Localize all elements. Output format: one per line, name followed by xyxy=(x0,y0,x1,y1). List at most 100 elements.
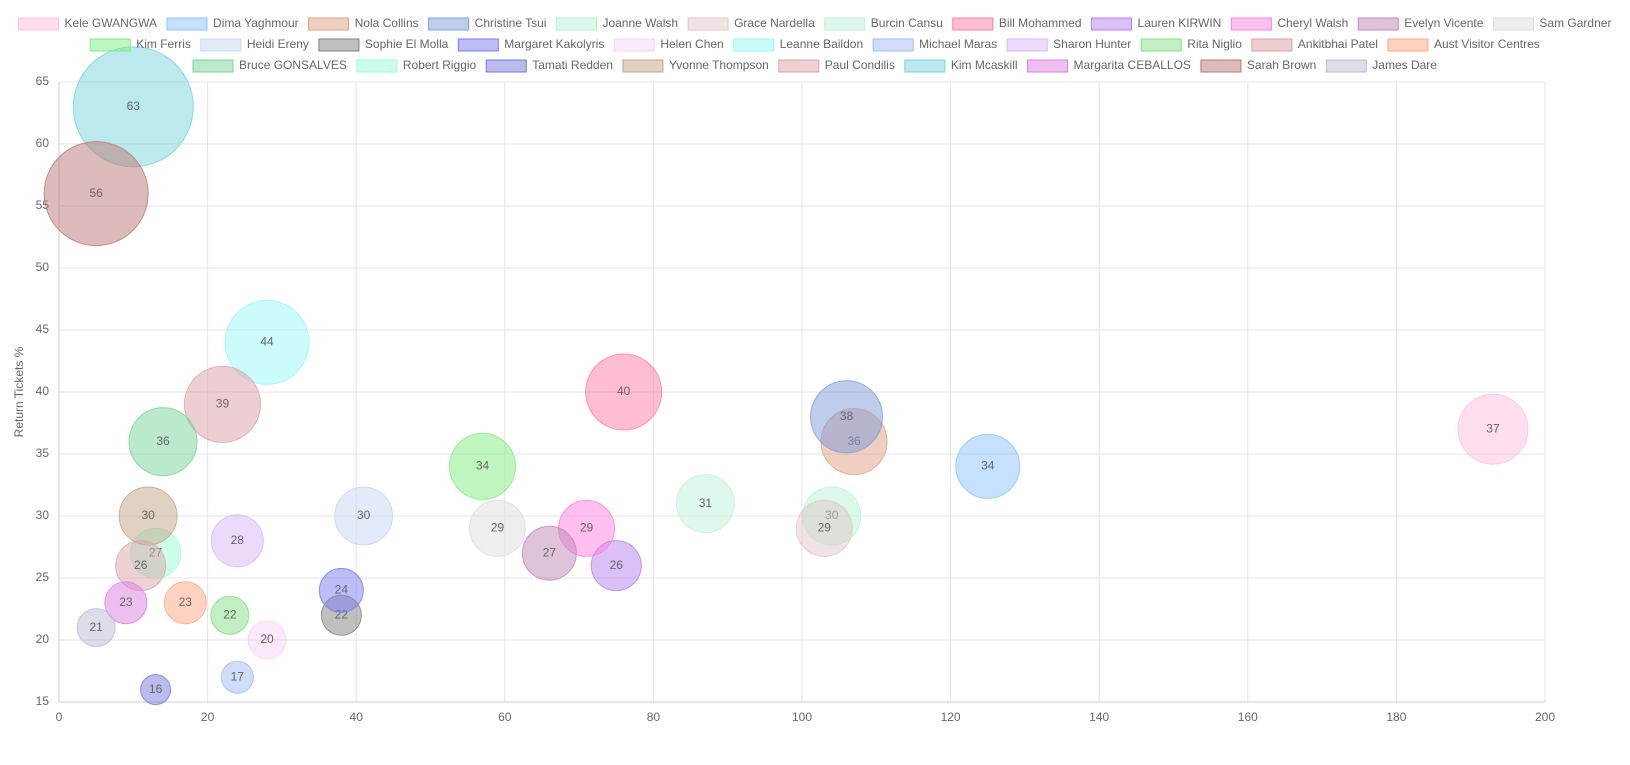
legend-swatch xyxy=(1251,38,1293,52)
legend-item: Aust Visitor Centres xyxy=(1387,37,1540,52)
bubble xyxy=(76,608,116,648)
data-label: 29 xyxy=(818,521,832,535)
legend-item: Ankitbhai Patel xyxy=(1251,37,1378,52)
legend-label: Kim Mcaskill xyxy=(951,58,1018,72)
bubble xyxy=(521,525,577,581)
legend-swatch xyxy=(778,59,820,73)
legend-item: Paul Condilis xyxy=(778,58,895,73)
legend-swatch xyxy=(200,38,242,52)
legend-swatch xyxy=(1357,17,1399,31)
legend-item: Sophie El Molla xyxy=(318,37,449,52)
data-label: 38 xyxy=(840,409,854,423)
legend-item: Kim Ferris xyxy=(89,37,191,52)
data-label: 27 xyxy=(543,545,557,559)
legend-swatch xyxy=(89,38,131,52)
x-tick-label: 80 xyxy=(647,710,661,724)
legend-label: Cheryl Walsh xyxy=(1277,16,1348,30)
x-tick-label: 120 xyxy=(941,710,961,724)
legend-item: Cheryl Walsh xyxy=(1230,16,1348,31)
legend-item: Sarah Brown xyxy=(1200,58,1316,73)
data-label: 29 xyxy=(491,521,505,535)
bubble xyxy=(334,486,394,546)
legend-label: Yvonne Thompson xyxy=(669,58,769,72)
legend-label: Margaret Kakolyris xyxy=(504,37,604,51)
legend-item: Sam Gardner xyxy=(1492,16,1611,31)
data-label: 34 xyxy=(476,459,490,473)
legend-label: Sarah Brown xyxy=(1247,58,1316,72)
legend-label: Sophie El Molla xyxy=(365,37,449,51)
legend-label: Evelyn Vicente xyxy=(1404,16,1483,30)
legend-item: Nola Collins xyxy=(308,16,419,31)
bubble xyxy=(224,299,310,385)
legend-item: Michael Maras xyxy=(872,37,997,52)
data-label: 24 xyxy=(335,583,349,597)
legend-label: Lauren KIRWIN xyxy=(1138,16,1222,30)
bubble xyxy=(140,674,172,706)
legend-swatch xyxy=(1492,17,1534,31)
y-tick-label: 35 xyxy=(36,446,50,460)
bubble xyxy=(590,540,642,592)
x-tick-label: 60 xyxy=(498,710,512,724)
legend-item: Tamati Redden xyxy=(485,58,613,73)
legend-swatch xyxy=(904,59,946,73)
bubble xyxy=(1457,393,1529,465)
legend-swatch xyxy=(952,17,994,31)
legend-swatch xyxy=(428,17,470,31)
legend-label: Bruce GONSALVES xyxy=(239,58,347,72)
legend-label: Tamati Redden xyxy=(532,58,613,72)
legend-swatch xyxy=(613,38,655,52)
x-tick-label: 180 xyxy=(1386,710,1406,724)
data-label: 28 xyxy=(231,533,245,547)
legend-swatch xyxy=(1325,59,1367,73)
x-tick-label: 200 xyxy=(1535,710,1555,724)
data-label: 22 xyxy=(223,607,237,621)
legend-item: Heidi Ereny xyxy=(200,37,309,52)
bubble xyxy=(795,499,853,557)
data-label: 21 xyxy=(89,620,103,634)
bubble xyxy=(163,581,207,625)
legend-item: Joanne Walsh xyxy=(555,16,678,31)
legend-label: Margarita CEBALLOS xyxy=(1074,58,1191,72)
y-tick-label: 45 xyxy=(36,322,50,336)
data-label: 23 xyxy=(179,595,193,609)
legend-label: Sharon Hunter xyxy=(1053,37,1131,51)
bubble xyxy=(318,567,364,613)
legend-label: Grace Nardella xyxy=(734,16,815,30)
data-label: 37 xyxy=(1486,421,1500,435)
bubble xyxy=(183,365,261,443)
legend-label: Ankitbhai Patel xyxy=(1298,37,1378,51)
legend-swatch xyxy=(166,17,208,31)
legend-item: Leanne Baildon xyxy=(733,37,863,52)
y-tick-label: 30 xyxy=(36,508,50,522)
legend-label: Heidi Ereny xyxy=(247,37,309,51)
legend-swatch xyxy=(192,59,234,73)
bubble xyxy=(104,581,148,625)
legend-item: James Dare xyxy=(1325,58,1437,73)
legend-swatch xyxy=(308,17,350,31)
legend-item: Lauren KIRWIN xyxy=(1091,16,1222,31)
legend-swatch xyxy=(687,17,729,31)
legend-swatch xyxy=(485,59,527,73)
legend-label: Paul Condilis xyxy=(825,58,895,72)
legend-item: Kim Mcaskill xyxy=(904,58,1018,73)
bubble xyxy=(468,499,526,557)
legend-swatch xyxy=(872,38,914,52)
legend-item: Yvonne Thompson xyxy=(622,58,769,73)
legend-label: Christine Tsui xyxy=(475,16,547,30)
legend-label: Aust Visitor Centres xyxy=(1434,37,1540,51)
legend-swatch xyxy=(1006,38,1048,52)
legend-label: Robert Riggio xyxy=(403,58,477,72)
data-label: 30 xyxy=(357,508,371,522)
legend-item: Dima Yaghmour xyxy=(166,16,299,31)
data-label: 44 xyxy=(260,335,274,349)
legend-swatch xyxy=(318,38,360,52)
bubble xyxy=(210,514,264,568)
data-label: 36 xyxy=(156,434,170,448)
legend-item: Christine Tsui xyxy=(428,16,547,31)
legend-swatch xyxy=(1230,17,1272,31)
legend-swatch xyxy=(1091,17,1133,31)
data-label: 26 xyxy=(134,558,148,572)
x-tick-label: 160 xyxy=(1238,710,1258,724)
